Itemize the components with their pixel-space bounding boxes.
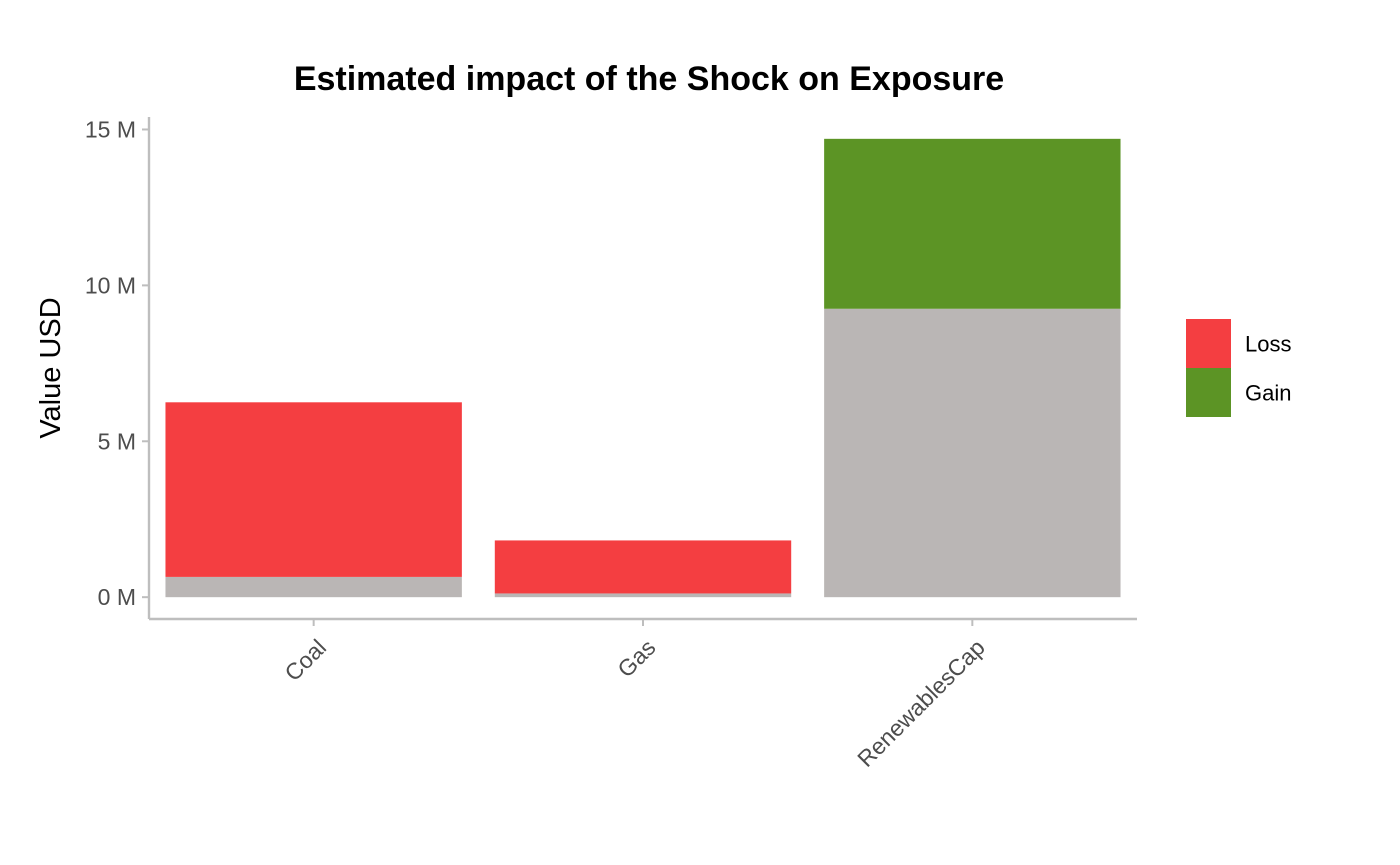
legend-key-gain: [1186, 368, 1231, 417]
bar-gas-base: [494, 593, 792, 598]
y-axis-label: Value USD: [35, 297, 67, 438]
legend-key-loss: [1186, 319, 1231, 368]
x-tick-label: Coal: [279, 634, 331, 686]
bars-layer: [165, 138, 1121, 598]
x-tick-label: RenewablesCap: [852, 634, 990, 772]
y-tick-label: 0 M: [98, 584, 136, 610]
legend: Loss Gain: [1186, 319, 1291, 417]
x-axis: Coal Gas RenewablesCap: [279, 619, 990, 772]
bar-renewablescap-base: [824, 308, 1121, 598]
y-tick-label: 10 M: [85, 272, 136, 298]
bar-gas-loss: [494, 540, 792, 594]
bar-coal-loss: [165, 402, 462, 577]
bar-renewablescap-gain: [824, 138, 1121, 309]
legend-label-loss: Loss: [1245, 332, 1291, 357]
x-tick-label: Gas: [612, 634, 660, 682]
y-tick-label: 5 M: [98, 428, 136, 454]
y-axis: 0 M 5 M 10 M 15 M: [85, 116, 149, 610]
y-tick-label: 15 M: [85, 116, 136, 142]
legend-label-gain: Gain: [1245, 381, 1291, 406]
bar-coal-base: [165, 576, 462, 598]
chart-title: Estimated impact of the Shock on Exposur…: [294, 60, 1004, 98]
